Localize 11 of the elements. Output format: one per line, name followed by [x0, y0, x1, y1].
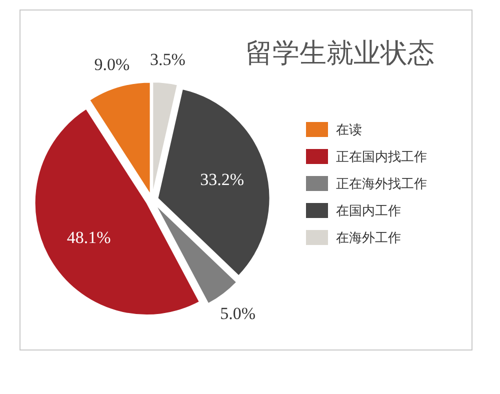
legend-label: 正在海外找工作: [336, 177, 427, 192]
data-label: 9.0%: [94, 54, 130, 74]
legend-label: 在海外工作: [336, 231, 401, 246]
chart-title: 留学生就业状态: [246, 38, 434, 69]
legend-label: 正在国内找工作: [336, 150, 427, 165]
data-label: 48.1%: [66, 228, 111, 248]
data-label: 3.5%: [150, 50, 186, 69]
data-label: 33.2%: [200, 170, 244, 189]
legend-label: 在国内工作: [336, 204, 401, 219]
data-label: 5.0%: [220, 304, 256, 324]
legend-label: 在读: [336, 123, 362, 138]
